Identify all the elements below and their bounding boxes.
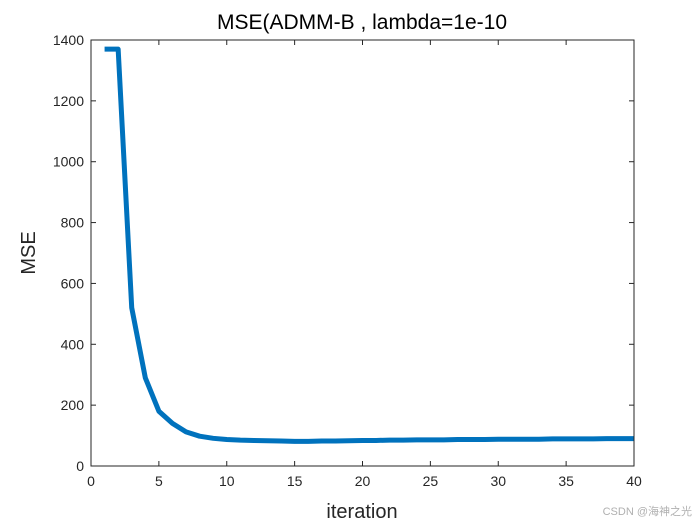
x-tick-label: 35 bbox=[558, 473, 574, 489]
series-layer bbox=[104, 46, 634, 444]
x-axis-label: iteration bbox=[326, 501, 397, 523]
y-ticks: 0 200 400 600 800 1000 1200 1400 bbox=[53, 32, 634, 474]
y-tick-label: 800 bbox=[61, 215, 85, 231]
x-tick-label: 0 bbox=[87, 473, 95, 489]
x-tick-label: 20 bbox=[355, 473, 371, 489]
y-tick-label: 400 bbox=[61, 336, 85, 352]
chart-title: MSE(ADMM-B , lambda=1e-10 bbox=[217, 11, 507, 34]
x-tick-label: 10 bbox=[219, 473, 235, 489]
y-tick-label: 200 bbox=[61, 397, 85, 413]
y-tick-label: 0 bbox=[76, 458, 84, 474]
x-tick-label: 40 bbox=[626, 473, 642, 489]
y-axis-label: MSE bbox=[18, 231, 40, 274]
y-tick-label: 1200 bbox=[53, 93, 84, 109]
series-line bbox=[104, 46, 634, 444]
y-tick-label: 1400 bbox=[53, 32, 84, 48]
plot-area bbox=[91, 40, 634, 466]
y-tick-label: 600 bbox=[61, 275, 85, 291]
x-tick-label: 25 bbox=[423, 473, 439, 489]
watermark: CSDN @海神之光 bbox=[602, 506, 692, 518]
x-tick-label: 5 bbox=[155, 473, 163, 489]
x-tick-label: 15 bbox=[287, 473, 303, 489]
y-tick-label: 1000 bbox=[53, 154, 84, 170]
x-tick-label: 30 bbox=[490, 473, 506, 489]
plot-background bbox=[91, 40, 634, 466]
x-ticks: 0 5 10 15 20 25 30 35 40 bbox=[87, 40, 642, 489]
